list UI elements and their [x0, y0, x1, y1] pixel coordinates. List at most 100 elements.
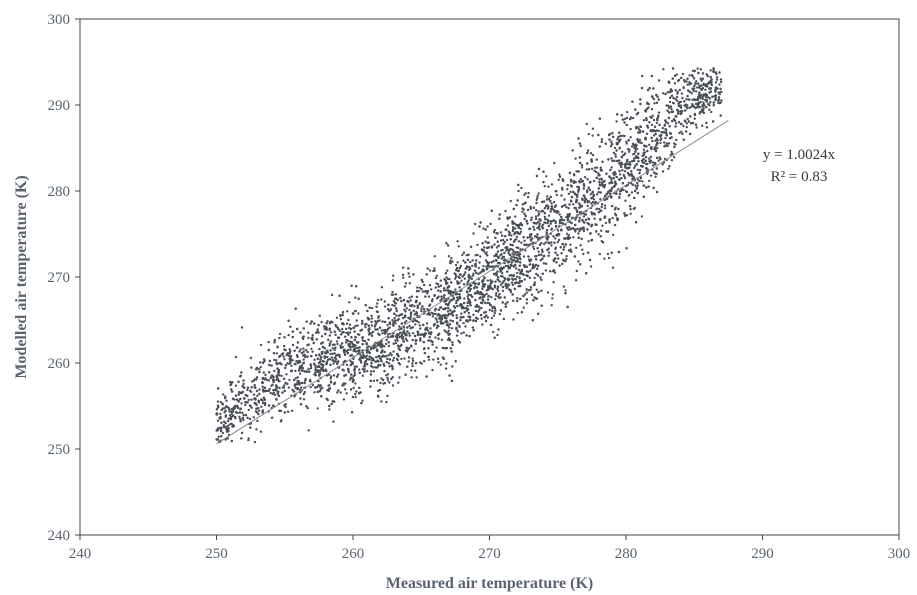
data-point [615, 120, 618, 123]
data-point [662, 68, 665, 71]
data-point [496, 250, 500, 253]
data-point [666, 91, 670, 94]
data-point [349, 354, 352, 357]
data-point [288, 352, 291, 355]
data-point [457, 339, 460, 342]
data-point [326, 349, 329, 352]
data-point [505, 246, 509, 249]
data-point [321, 345, 325, 349]
data-point [330, 356, 333, 359]
data-point [692, 105, 696, 108]
data-point [459, 319, 462, 322]
data-point [527, 270, 530, 274]
data-point [374, 356, 378, 359]
data-point [593, 169, 596, 172]
data-point [472, 319, 475, 322]
data-point [283, 344, 286, 348]
data-point [352, 378, 355, 382]
data-point [663, 157, 667, 161]
data-point [378, 326, 382, 329]
data-point [705, 100, 709, 103]
data-point [586, 201, 589, 204]
data-point [337, 373, 340, 376]
data-point [519, 227, 522, 230]
data-point [415, 290, 419, 293]
data-point [225, 399, 228, 402]
data-point [436, 314, 439, 317]
data-point [577, 232, 580, 235]
data-point [392, 293, 395, 296]
data-point [474, 265, 477, 268]
data-point [346, 310, 349, 313]
data-point [249, 426, 252, 429]
data-point [543, 215, 547, 219]
data-point [230, 411, 233, 414]
data-point [257, 409, 261, 412]
data-point [320, 395, 323, 398]
data-point [579, 178, 582, 181]
data-point [595, 207, 598, 211]
data-point [545, 204, 549, 207]
data-point [541, 200, 544, 204]
data-point [392, 356, 396, 360]
data-point [407, 356, 411, 359]
data-point [298, 381, 301, 385]
data-point [455, 334, 459, 337]
data-point [433, 350, 436, 353]
data-point [672, 96, 675, 100]
data-point [494, 280, 497, 283]
data-point [615, 149, 618, 152]
data-point [407, 360, 410, 363]
data-point [719, 87, 722, 91]
data-point [258, 392, 261, 396]
data-point [459, 273, 462, 276]
data-point [363, 362, 366, 366]
data-point [468, 267, 472, 270]
data-point [398, 335, 401, 339]
data-point [318, 390, 321, 393]
data-point [504, 305, 507, 308]
data-point [277, 390, 280, 393]
data-point [392, 324, 395, 327]
data-point [466, 281, 469, 284]
data-point [341, 384, 344, 387]
data-point [316, 407, 319, 410]
data-point [289, 350, 292, 353]
data-point [349, 360, 352, 363]
data-point [299, 331, 302, 334]
data-point [481, 293, 485, 296]
data-point [511, 278, 515, 281]
data-point [233, 406, 237, 410]
data-point [361, 339, 365, 342]
data-point [651, 114, 654, 117]
data-point [720, 99, 723, 102]
data-point [359, 329, 362, 332]
data-point [376, 328, 379, 331]
data-point [583, 176, 587, 179]
data-point [291, 343, 295, 347]
data-point [634, 108, 637, 111]
data-point [262, 396, 266, 399]
data-point [215, 438, 218, 441]
data-point [535, 272, 538, 276]
data-point [703, 104, 706, 107]
data-point [528, 227, 531, 231]
data-point [334, 333, 337, 337]
data-point [522, 306, 525, 309]
data-point [363, 365, 366, 368]
data-point [364, 360, 367, 364]
data-point [591, 134, 594, 137]
data-point [268, 359, 272, 363]
data-point [400, 299, 403, 303]
data-point [444, 272, 448, 275]
data-point [641, 74, 644, 78]
data-point [496, 289, 500, 293]
data-point [608, 182, 611, 185]
data-point [294, 307, 297, 310]
data-point [410, 295, 414, 298]
data-point [611, 204, 614, 208]
data-point [388, 365, 391, 368]
data-point [411, 357, 414, 360]
data-point [610, 178, 613, 181]
data-point [451, 343, 454, 347]
